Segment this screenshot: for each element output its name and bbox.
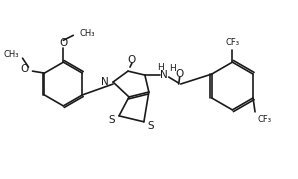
Text: H: H — [157, 63, 164, 72]
Text: CH₃: CH₃ — [79, 29, 95, 38]
Text: O: O — [20, 64, 29, 74]
Text: CF₃: CF₃ — [225, 38, 239, 47]
Text: S: S — [148, 121, 154, 131]
Text: S: S — [108, 115, 115, 125]
Text: H: H — [169, 64, 176, 73]
Text: O: O — [128, 55, 136, 65]
Text: N: N — [160, 70, 168, 80]
Text: CH₃: CH₃ — [3, 50, 18, 59]
Text: O: O — [176, 69, 184, 79]
Text: CF₃: CF₃ — [257, 115, 271, 124]
Text: N: N — [101, 77, 109, 87]
Text: O: O — [59, 38, 67, 48]
